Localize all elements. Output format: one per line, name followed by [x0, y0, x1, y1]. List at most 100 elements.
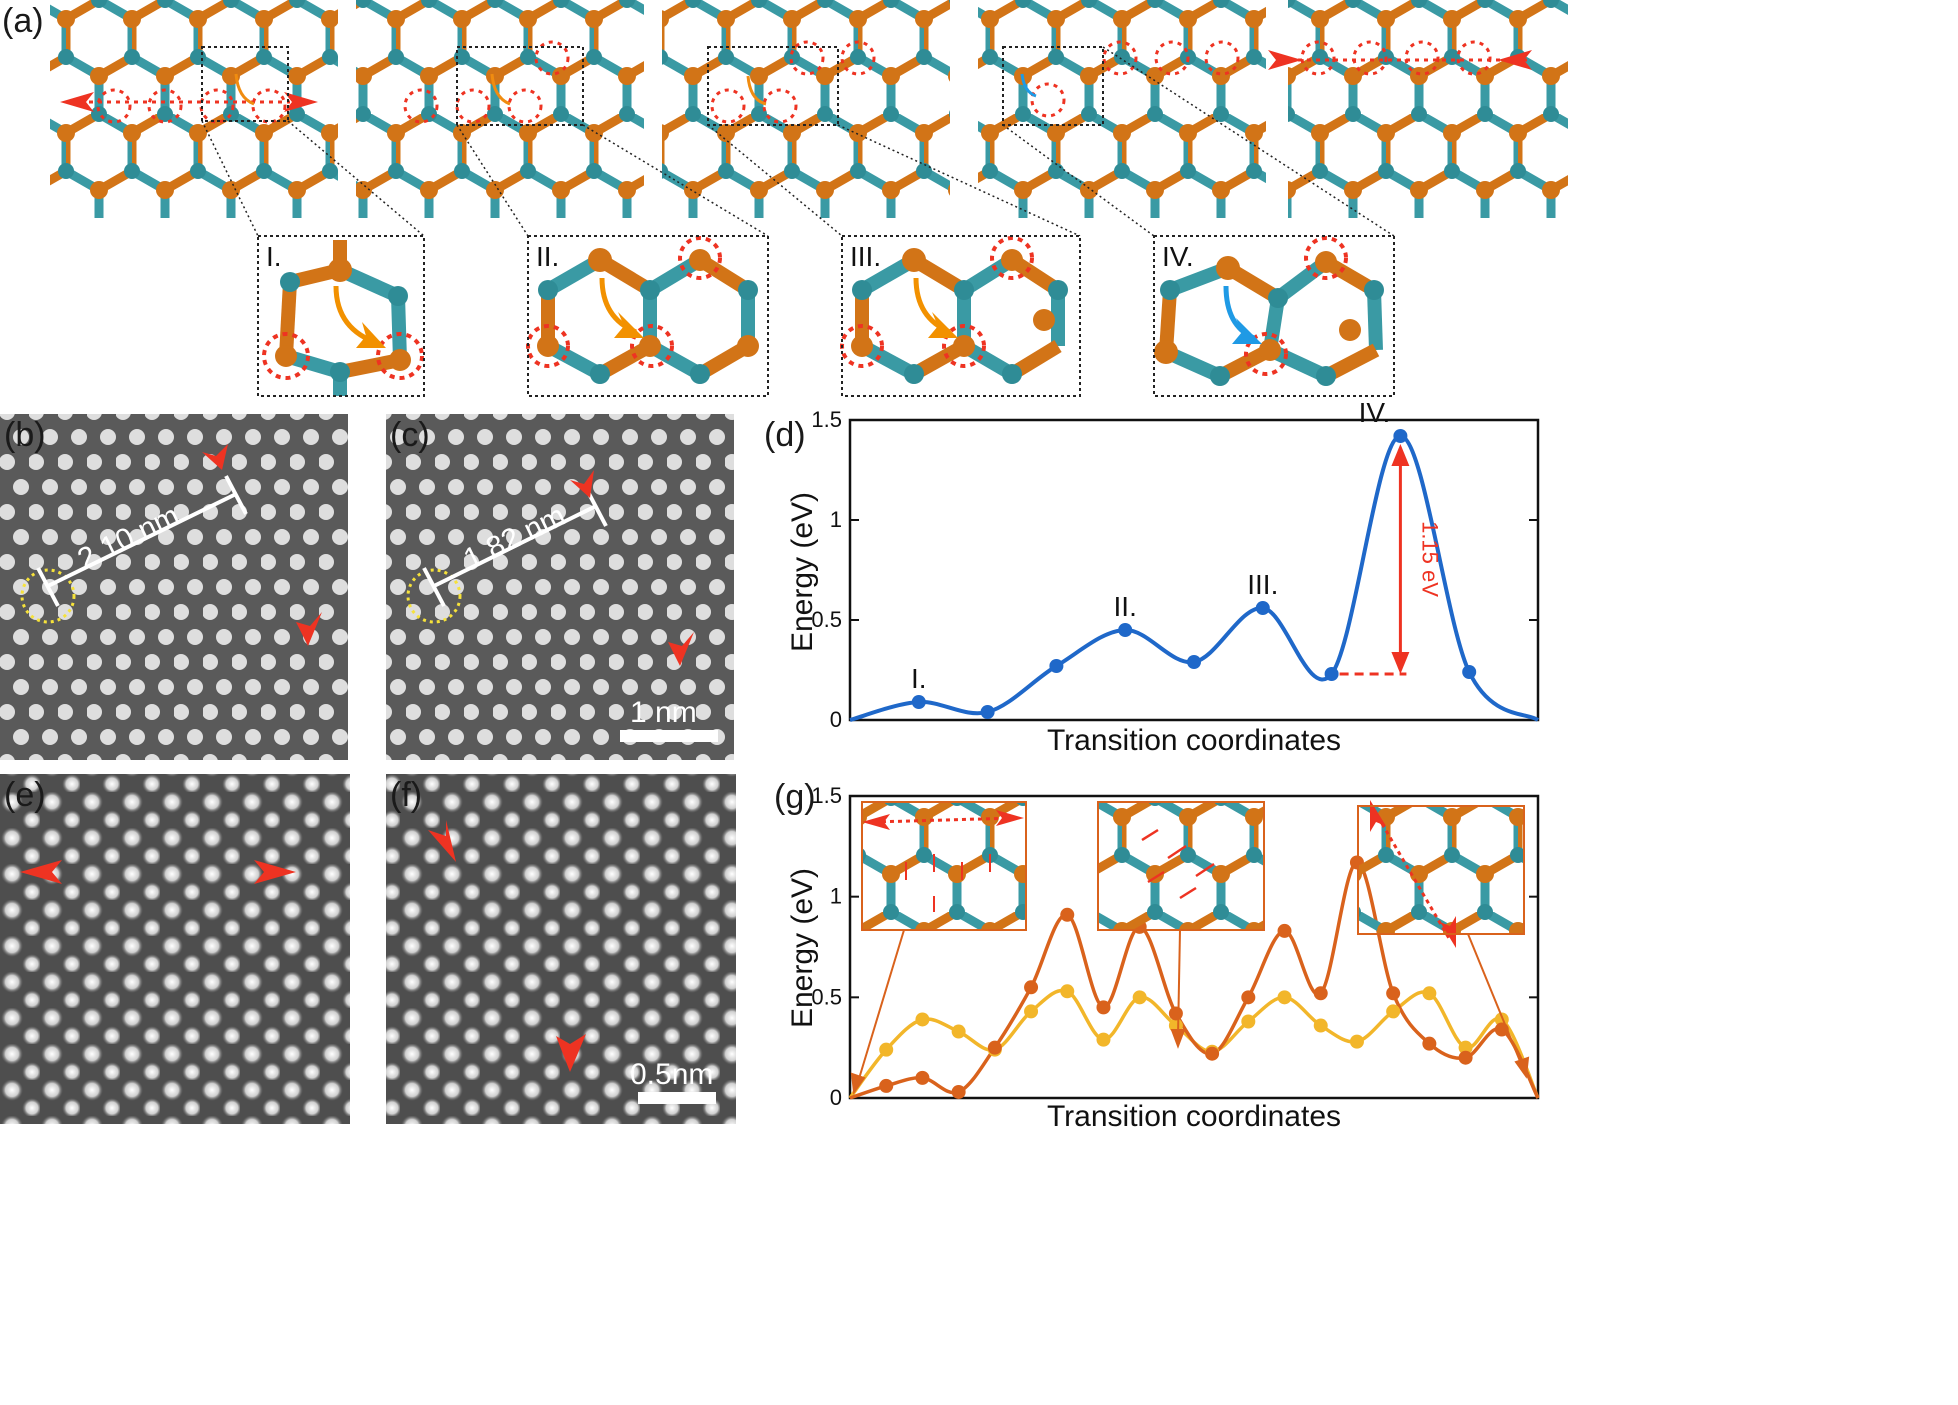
red-arrow-icon [570, 470, 594, 498]
structure-inset-middle [1097, 801, 1265, 931]
data-point [1241, 990, 1256, 1005]
data-point [987, 1040, 1002, 1055]
data-point [1118, 623, 1133, 637]
data-point [1277, 990, 1292, 1005]
panel-f-label: (f) [390, 776, 422, 814]
data-point [1458, 1050, 1473, 1065]
data-point [1386, 1004, 1401, 1019]
blue-arrow-icon [1232, 318, 1262, 344]
data-point [951, 1084, 966, 1099]
reference-circle [20, 568, 76, 624]
data-point [1060, 907, 1075, 922]
chart-d: (d) 0 0.5 1 1.5 Energy (eV) Transition coor… [764, 397, 1540, 757]
red-arrow-icon [862, 814, 890, 830]
inset-I-label: I. [266, 241, 282, 272]
inset-IV: IV. [1153, 235, 1395, 397]
inset-II-label: II. [536, 241, 559, 272]
y-ticks: 0 0.5 1 1.5 [811, 407, 1538, 732]
red-arrow-icon [1268, 50, 1302, 70]
defect-circle [251, 88, 287, 124]
data-point [951, 1024, 966, 1039]
data-point [1241, 1014, 1256, 1029]
data-point [1462, 665, 1477, 679]
annotation-I: I. [911, 663, 927, 694]
defect-circle [199, 88, 235, 124]
red-arrow-icon [20, 860, 62, 884]
plot-frame [848, 418, 1540, 722]
defect-circle [789, 40, 825, 76]
red-arrow-icon [1498, 50, 1532, 70]
data-point [1024, 1004, 1039, 1019]
reference-circle [406, 568, 462, 624]
red-arrow-icon [428, 820, 456, 862]
red-arrow-icon [1440, 916, 1456, 948]
zoom-box [707, 46, 839, 126]
y-axis-label: Energy (eV) [786, 492, 819, 652]
y-tick-label: 0.5 [811, 984, 842, 1009]
scale-bar-label: 1 nm [630, 696, 697, 729]
data-point [1393, 429, 1408, 443]
defect-circle [455, 88, 491, 124]
defect-circle [534, 40, 570, 76]
panel-g-label: (g) [774, 778, 816, 816]
arrow-up-icon [1391, 444, 1410, 466]
data-point [1422, 986, 1437, 1001]
data-point [1324, 667, 1339, 681]
data-point [1187, 655, 1201, 669]
data-point [1386, 986, 1401, 1001]
red-arrow-icon [1370, 800, 1386, 832]
data-point [1313, 1018, 1328, 1033]
data-point [1313, 986, 1328, 1001]
data-point [1277, 923, 1292, 938]
lattice-frame-3 [662, 0, 950, 218]
data-point [1255, 601, 1270, 615]
red-arrow-icon [668, 632, 694, 666]
panel-b-label: (b) [4, 416, 46, 454]
zoom-box [1002, 46, 1104, 126]
defect-circle [1154, 40, 1190, 76]
y-axis-label: Energy (eV) [786, 868, 819, 1028]
annotation-III: III. [1247, 569, 1278, 600]
data-point [1422, 1036, 1437, 1051]
defect-circle [1404, 40, 1440, 76]
defect-circle [840, 40, 876, 76]
lattice-frame-4 [978, 0, 1266, 218]
data-point [879, 1042, 894, 1057]
structure-inset-right [1357, 800, 1525, 948]
structure-inset-left [861, 801, 1027, 931]
boundary-arrows [60, 50, 1532, 112]
data-point [980, 705, 995, 719]
zoom-box [201, 46, 289, 122]
y-tick-label: 1 [830, 884, 842, 909]
chart-g: (g) 0 0.5 1 1.5 Energy (eV) Transition coor… [774, 778, 1540, 1133]
red-arrow-icon [254, 860, 296, 884]
y-tick-label: 1 [830, 507, 842, 532]
plot-frame [848, 794, 1540, 1100]
y-tick-label: 0 [830, 707, 842, 732]
data-point [1458, 1040, 1473, 1055]
red-arrow-icon [296, 612, 322, 646]
data-point [1205, 1046, 1220, 1061]
micrograph-c: (c) 1.82 nm 1 nm [386, 414, 734, 760]
panel-c-label: (c) [390, 416, 430, 454]
zoom-boxes [201, 46, 1104, 126]
lattice-frame-5 [1288, 0, 1568, 218]
x-axis-label: Transition coordinates [1047, 1100, 1341, 1133]
data-point [1096, 1000, 1111, 1015]
data-point [915, 1070, 930, 1085]
defect-circle [96, 88, 132, 124]
red-arrow-icon [60, 92, 94, 112]
zoom-lines [201, 46, 1395, 237]
data-point [911, 695, 926, 709]
y-tick-label: 0 [830, 1085, 842, 1110]
data-point [1096, 1032, 1111, 1047]
y-tick-label: 0.5 [811, 607, 842, 632]
panel-a-label: (a) [2, 2, 44, 40]
distance-line [47, 492, 237, 588]
red-arrow-icon [202, 444, 228, 470]
lattice-frame-2 [356, 0, 644, 218]
lattice-frame-1 [50, 0, 338, 218]
defect-circle [762, 88, 798, 124]
defect-circle [1102, 40, 1138, 76]
